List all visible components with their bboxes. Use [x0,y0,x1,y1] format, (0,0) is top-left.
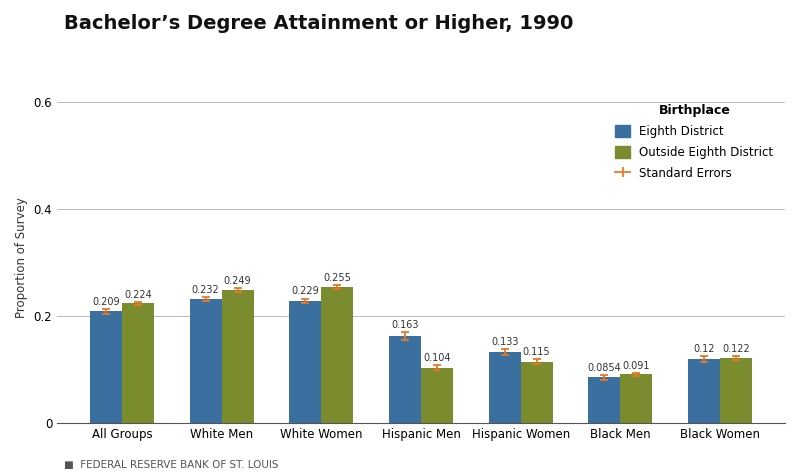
Bar [421,368,453,423]
Text: 0.209: 0.209 [92,297,120,307]
Bar [122,304,154,423]
Text: 0.122: 0.122 [722,343,750,354]
Bar [720,358,752,423]
Bar [521,361,553,423]
Text: ■  FEDERAL RESERVE BANK OF ST. LOUIS: ■ FEDERAL RESERVE BANK OF ST. LOUIS [64,460,278,470]
Y-axis label: Proportion of Survey: Proportion of Survey [15,197,28,318]
Text: 0.249: 0.249 [224,276,251,286]
Bar [389,336,421,423]
Bar [290,301,322,423]
Text: 0.229: 0.229 [291,286,319,296]
Text: 0.255: 0.255 [323,273,351,283]
Bar [589,378,620,423]
Text: 0.232: 0.232 [192,285,220,295]
Bar [688,359,720,423]
Text: 0.115: 0.115 [523,347,550,357]
Text: 0.163: 0.163 [391,320,419,330]
Text: 0.224: 0.224 [124,290,152,300]
Bar [222,290,254,423]
Text: 0.0854: 0.0854 [587,363,622,373]
Bar [190,299,222,423]
Legend: Eighth District, Outside Eighth District, Standard Errors: Eighth District, Outside Eighth District… [610,98,779,186]
Text: 0.133: 0.133 [491,337,518,347]
Bar [620,374,652,423]
Text: Bachelor’s Degree Attainment or Higher, 1990: Bachelor’s Degree Attainment or Higher, … [64,14,574,33]
Bar [322,287,354,423]
Text: 0.12: 0.12 [694,344,715,354]
Text: 0.104: 0.104 [423,353,450,363]
Text: 0.091: 0.091 [622,361,650,371]
Bar [90,312,122,423]
Bar [489,352,521,423]
